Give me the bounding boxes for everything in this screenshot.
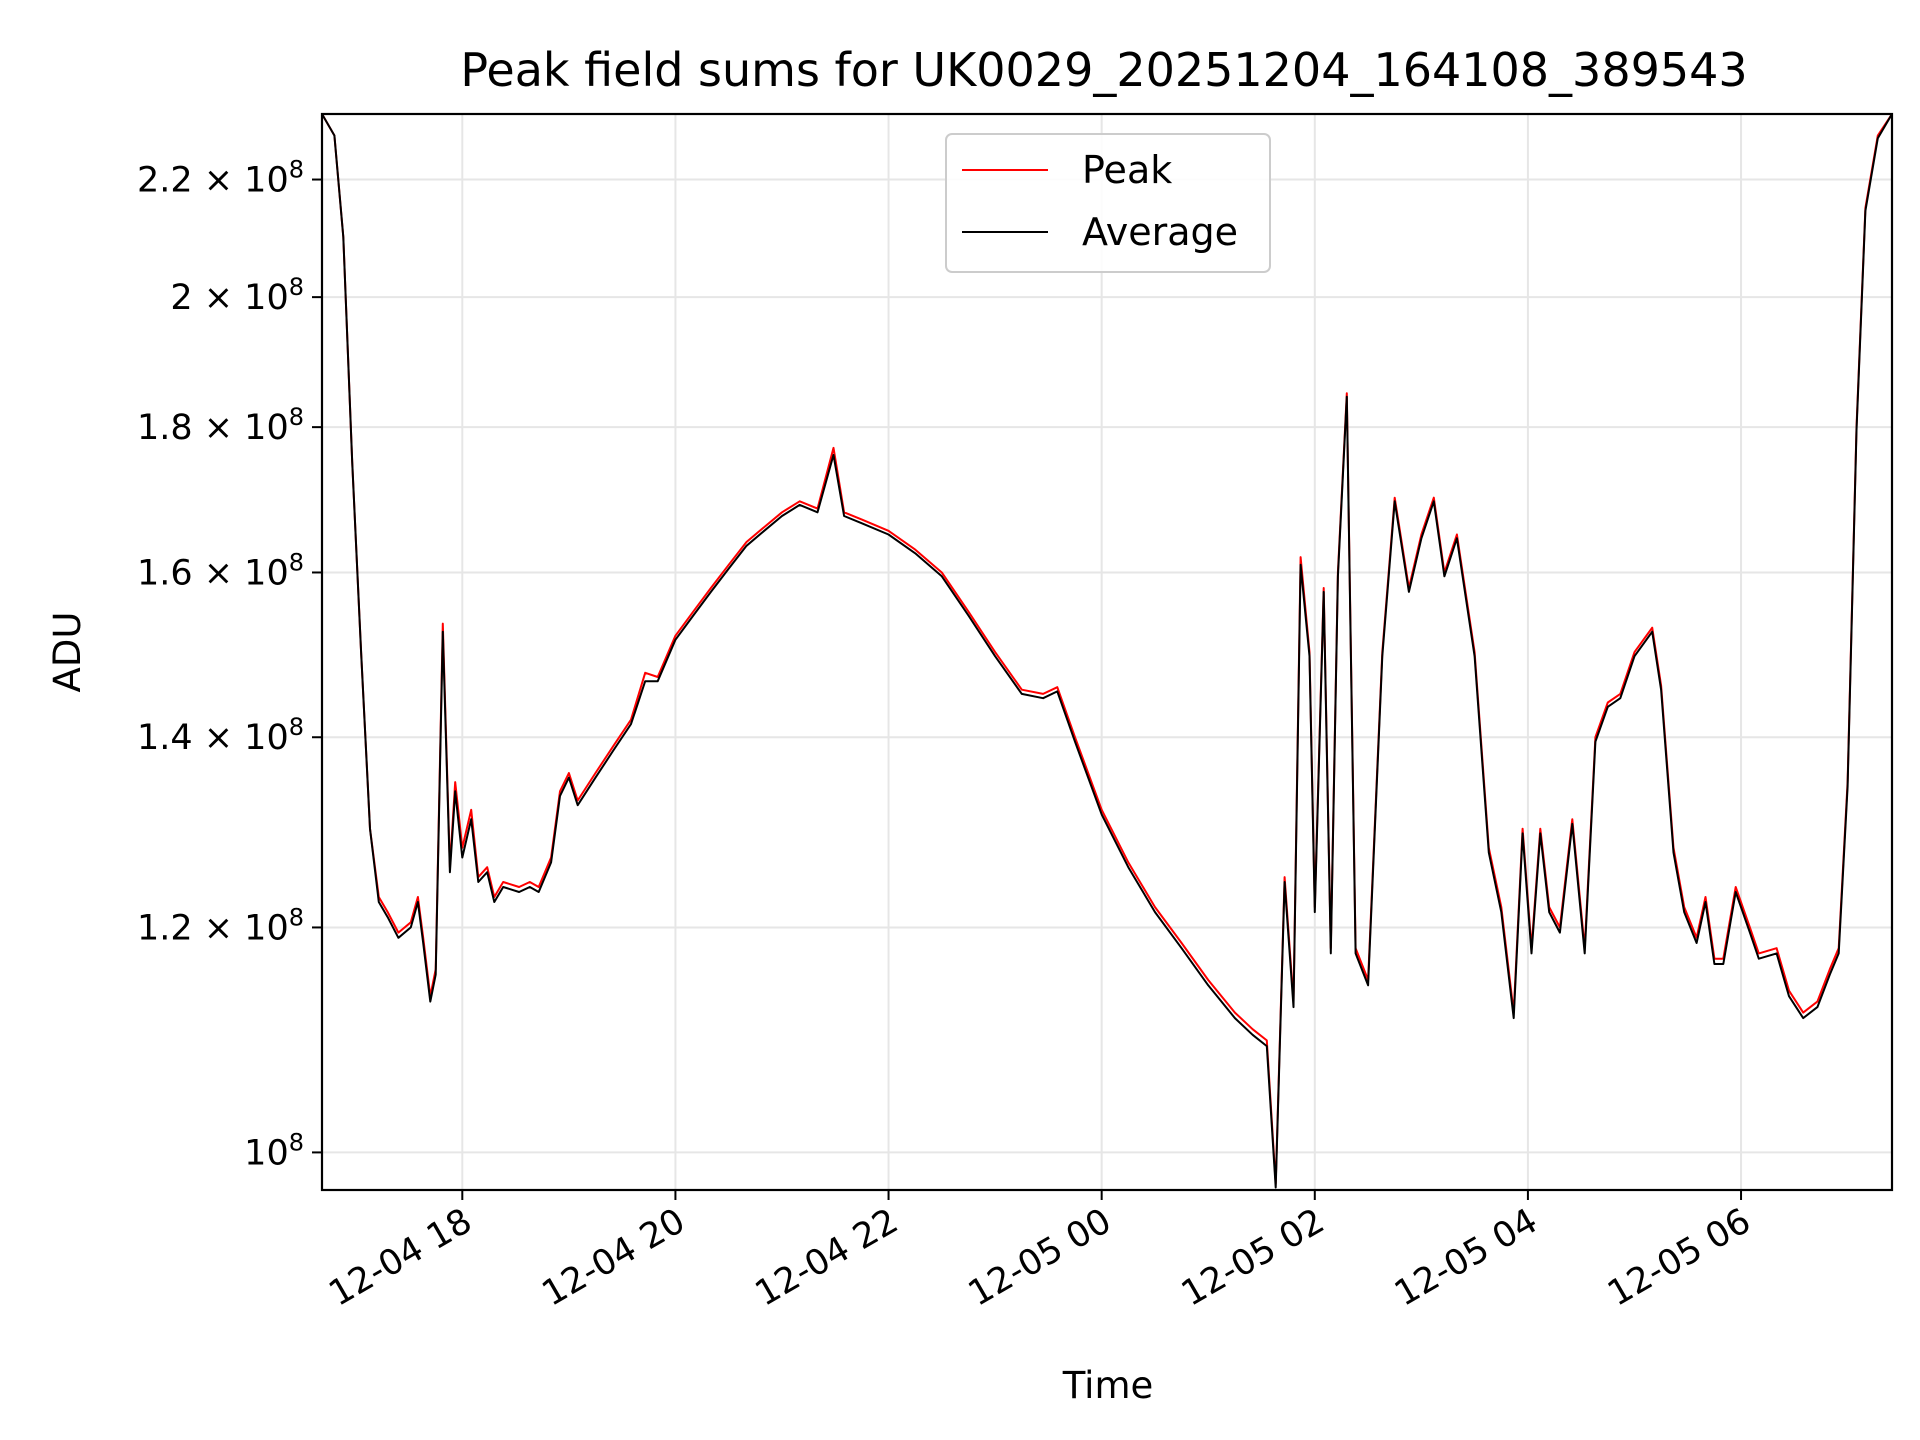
legend: Peak Average xyxy=(945,133,1271,273)
x-axis: 12-04 18 12-04 20 12-04 22 12-05 00 12-05 02… xyxy=(323,1190,1758,1314)
x-tick-label: 12-04 18 xyxy=(323,1201,479,1314)
legend-average-label: Average xyxy=(1082,210,1238,254)
x-tick-label: 12-05 02 xyxy=(1175,1201,1331,1314)
x-tick-label: 12-04 22 xyxy=(749,1201,905,1314)
x-axis-label: Time xyxy=(1062,1364,1154,1407)
y-tick-label: 1.2 × 108 xyxy=(137,903,304,948)
y-tick-label: 1.6 × 108 xyxy=(137,548,304,593)
y-tick-label: 1.4 × 108 xyxy=(137,713,304,758)
y-axis-label: ADU xyxy=(46,612,89,693)
y-tick-label: 108 xyxy=(244,1128,304,1173)
x-tick-label: 12-05 06 xyxy=(1601,1201,1757,1314)
x-tick-label: 12-04 20 xyxy=(536,1201,692,1314)
y-tick-label: 2.2 × 108 xyxy=(137,156,304,201)
x-tick-label: 12-05 04 xyxy=(1388,1201,1544,1314)
series-peak-line xyxy=(321,113,1893,1185)
chart-title: Peak field sums for UK0029_20251204_1641… xyxy=(460,43,1747,97)
x-tick-label: 12-05 00 xyxy=(962,1201,1118,1314)
legend-box xyxy=(945,133,1271,273)
series-layer xyxy=(321,113,1893,1189)
plot-frame xyxy=(320,112,1894,1192)
y-tick-label: 1.8 × 108 xyxy=(137,403,304,448)
y-axis: 108 1.2 × 108 1.4 × 108 1.6 × 108 1.8 × 108 2… xyxy=(137,156,322,1173)
series-average-line xyxy=(321,113,1893,1189)
legend-peak-label: Peak xyxy=(1082,148,1172,192)
y-tick-label: 2 × 108 xyxy=(170,273,304,318)
